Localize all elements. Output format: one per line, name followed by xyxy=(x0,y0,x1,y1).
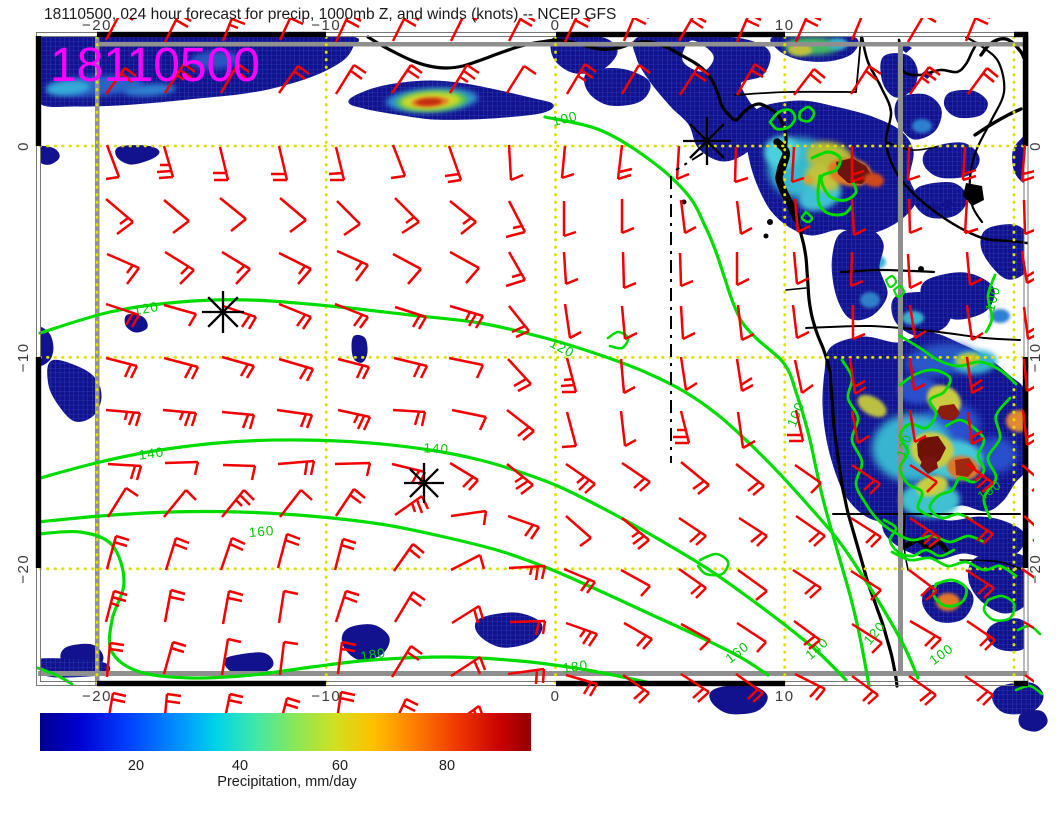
svg-text:0: 0 xyxy=(15,141,32,151)
svg-text:−10: −10 xyxy=(1027,342,1044,372)
svg-text:−10: −10 xyxy=(311,17,341,34)
svg-text:10: 10 xyxy=(775,688,795,705)
svg-text:−10: −10 xyxy=(15,342,32,372)
svg-text:−20: −20 xyxy=(82,688,112,705)
svg-text:100: 100 xyxy=(982,285,1003,314)
svg-text:−20: −20 xyxy=(82,17,112,34)
svg-text:10: 10 xyxy=(775,17,795,34)
svg-text:100: 100 xyxy=(551,108,579,129)
svg-text:−20: −20 xyxy=(1027,554,1044,584)
svg-text:0: 0 xyxy=(551,688,561,705)
svg-text:60: 60 xyxy=(332,758,348,774)
svg-text:80: 80 xyxy=(439,758,455,774)
svg-text:18110500, 024 hour forecast fo: 18110500, 024 hour forecast for precip, … xyxy=(44,6,616,23)
svg-text:180: 180 xyxy=(359,645,387,664)
svg-text:−10: −10 xyxy=(311,688,341,705)
svg-text:160: 160 xyxy=(248,523,275,540)
svg-text:20: 20 xyxy=(128,758,144,774)
svg-text:0: 0 xyxy=(1027,141,1044,151)
svg-text:120: 120 xyxy=(132,299,160,318)
svg-text:180: 180 xyxy=(562,657,589,675)
svg-text:0: 0 xyxy=(551,17,561,34)
svg-text:140: 140 xyxy=(138,444,165,462)
svg-text:Precipitation, mm/day: Precipitation, mm/day xyxy=(217,774,357,790)
svg-text:140: 140 xyxy=(423,440,449,456)
svg-text:−20: −20 xyxy=(15,554,32,584)
svg-text:18110500: 18110500 xyxy=(50,39,260,92)
svg-text:40: 40 xyxy=(232,758,248,774)
